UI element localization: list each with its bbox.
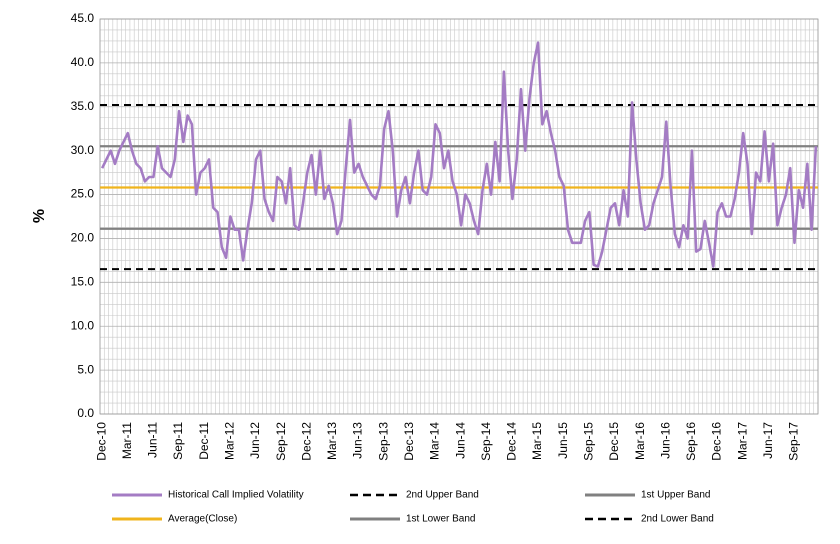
y-tick-label: 25.0 bbox=[71, 187, 95, 201]
x-tick-label: Jun-16 bbox=[658, 422, 672, 459]
x-tick-label: Mar-13 bbox=[325, 422, 339, 460]
legend-label: Average(Close) bbox=[168, 514, 237, 525]
x-tick-label: Jun-11 bbox=[146, 422, 160, 458]
y-tick-label: 45.0 bbox=[71, 11, 95, 25]
x-tick-label: Dec-14 bbox=[505, 422, 519, 461]
x-tick-label: Dec-12 bbox=[299, 422, 313, 461]
x-tick-label: Dec-15 bbox=[607, 422, 621, 461]
x-tick-label: Jun-14 bbox=[453, 422, 467, 459]
x-tick-label: Sep-12 bbox=[274, 422, 288, 461]
x-tick-label: Sep-11 bbox=[171, 422, 185, 460]
x-tick-label: Sep-13 bbox=[376, 422, 390, 461]
legend-label: 1st Lower Band bbox=[406, 514, 476, 525]
x-tick-label: Mar-12 bbox=[223, 422, 237, 460]
y-tick-label: 35.0 bbox=[71, 99, 95, 113]
y-tick-label: 20.0 bbox=[71, 231, 95, 245]
legend-label: Historical Call Implied Volatility bbox=[168, 490, 304, 501]
x-tick-label: Sep-16 bbox=[684, 422, 698, 461]
x-tick-label: Dec-13 bbox=[402, 422, 416, 461]
x-tick-label: Jun-17 bbox=[761, 422, 775, 459]
y-tick-label: 40.0 bbox=[71, 55, 95, 69]
x-tick-label: Mar-14 bbox=[428, 422, 442, 460]
x-tick-label: Dec-10 bbox=[94, 422, 108, 461]
x-tick-label: Mar-15 bbox=[530, 422, 544, 460]
x-tick-label: Dec-16 bbox=[710, 422, 724, 461]
x-tick-label: Dec-11 bbox=[197, 422, 211, 460]
y-tick-label: 0.0 bbox=[77, 406, 94, 420]
legend-label: 2nd Upper Band bbox=[406, 490, 479, 501]
y-tick-label: 5.0 bbox=[77, 362, 94, 376]
x-tick-label: Mar-17 bbox=[735, 422, 749, 460]
x-tick-label: Jun-13 bbox=[351, 422, 365, 459]
x-tick-label: Mar-16 bbox=[633, 422, 647, 460]
x-tick-label: Jun-12 bbox=[248, 422, 262, 459]
legend-label: 1st Upper Band bbox=[641, 490, 711, 501]
data-line bbox=[100, 41, 818, 268]
x-tick-label: Sep-14 bbox=[479, 422, 493, 461]
x-tick-label: Jun-15 bbox=[556, 422, 570, 459]
y-tick-label: 15.0 bbox=[71, 275, 95, 289]
x-tick-label: Sep-15 bbox=[582, 422, 596, 461]
y-axis-label: % bbox=[31, 209, 48, 223]
y-tick-label: 10.0 bbox=[71, 318, 95, 332]
legend-label: 2nd Lower Band bbox=[641, 514, 714, 525]
y-tick-label: 30.0 bbox=[71, 143, 95, 157]
x-tick-label: Sep-17 bbox=[787, 422, 801, 461]
x-tick-label: Mar-11 bbox=[120, 422, 134, 459]
plot-border bbox=[99, 18, 819, 415]
